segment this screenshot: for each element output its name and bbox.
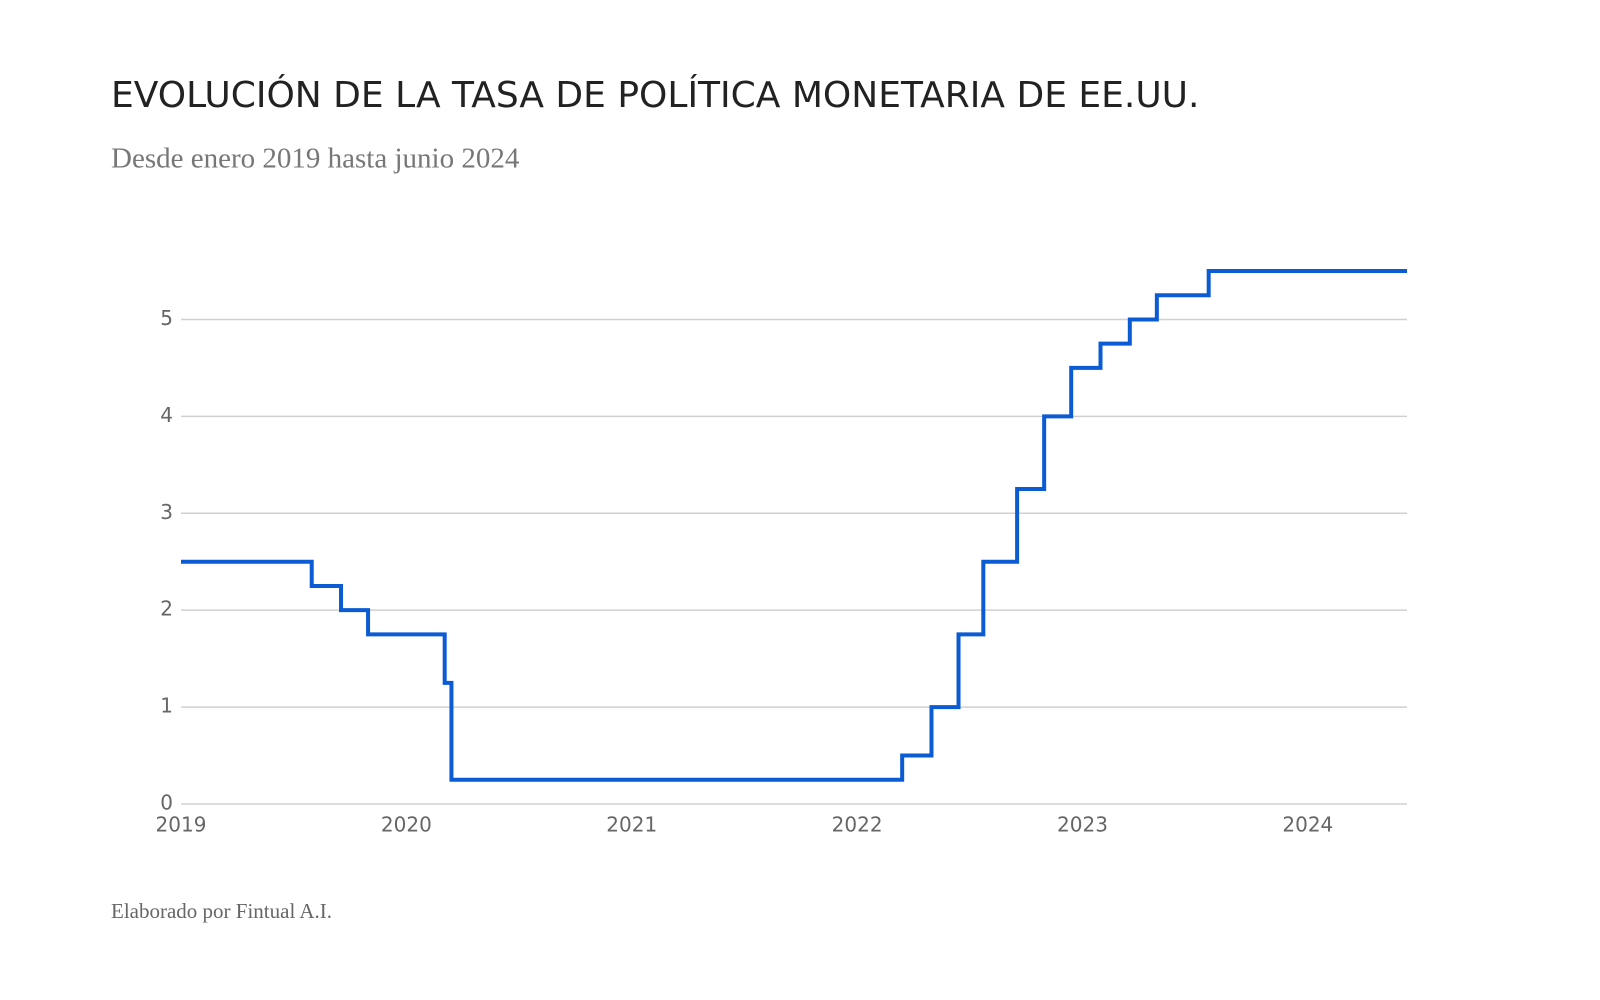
y-tick-label: 5: [160, 306, 173, 330]
x-tick-label: 2022: [832, 813, 883, 837]
x-tick-label: 2020: [381, 813, 432, 837]
x-tick-label: 2021: [606, 813, 657, 837]
x-tick-label: 2024: [1282, 813, 1333, 837]
x-tick-label: 2023: [1057, 813, 1108, 837]
line: [181, 269, 1407, 782]
y-tick-label: 2: [160, 597, 173, 621]
chart-title: EVOLUCIÓN DE LA TASA DE POLÍTICA MONETAR…: [111, 74, 1199, 116]
footer: Elaborado por Fintual A.I.: [111, 899, 332, 923]
y-tick-label: 3: [160, 500, 173, 524]
y-tick-label: 0: [160, 791, 173, 815]
x-tick-label: 2019: [156, 813, 207, 837]
y-tick-label: 1: [160, 694, 173, 718]
y-tick-label: 4: [160, 403, 173, 427]
chart-subtitle: Desde enero 2019 hasta junio 2024: [111, 143, 520, 175]
